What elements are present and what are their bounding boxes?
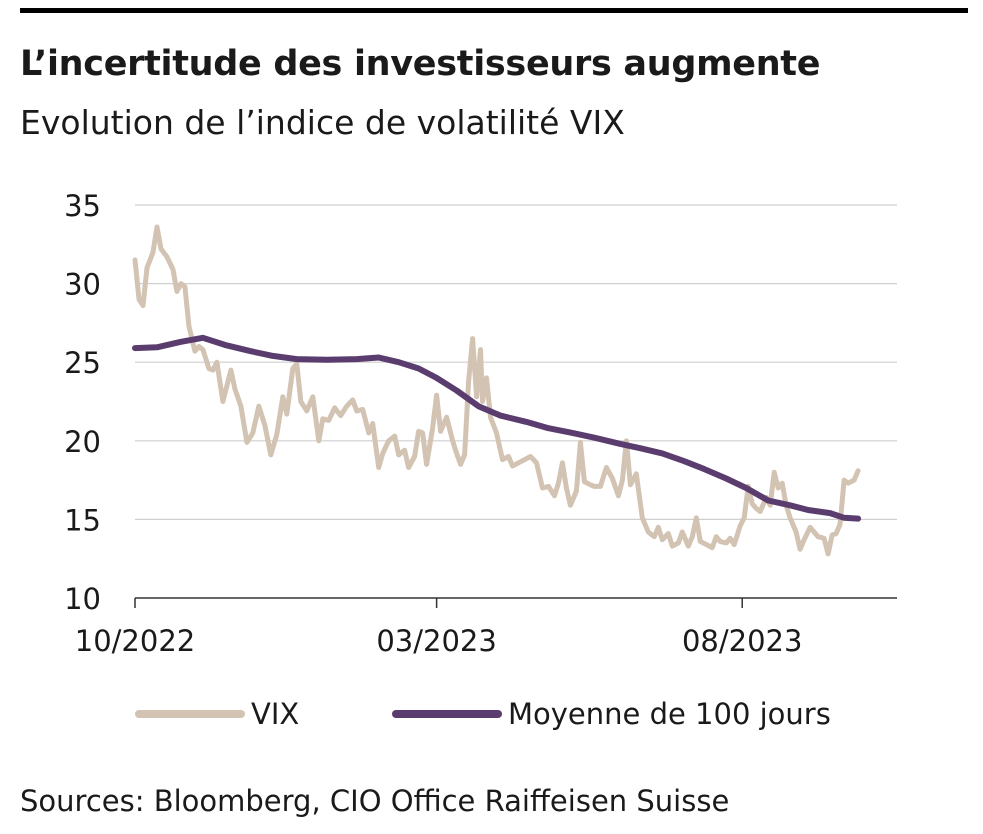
x-tick-label-1: 03/2023 [376, 624, 496, 658]
y-tick-label-10: 10 [64, 582, 101, 616]
y-tick-label-25: 25 [64, 346, 101, 380]
x-tick-label-2: 08/2023 [682, 624, 802, 658]
y-tick-label-20: 20 [64, 425, 101, 459]
top-rule [20, 8, 968, 13]
legend-swatch-vix [135, 710, 245, 718]
chart-title: L’incertitude des investisseurs augmente [20, 44, 821, 84]
series-lines [132, 224, 862, 557]
gridlines [135, 204, 897, 521]
x-tick-label-0: 10/2022 [75, 624, 195, 658]
y-tick-label-35: 35 [64, 189, 101, 223]
legend-item-moving-average: Moyenne de 100 jours [392, 697, 831, 731]
y-axis-tick-labels: 10 15 20 25 30 35 [64, 189, 101, 616]
source-note: Sources: Bloomberg, CIO Office Raiffeise… [20, 784, 730, 818]
legend-label-vix: VIX [251, 697, 300, 731]
legend-swatch-moving-average [392, 710, 502, 718]
chart-subtitle: Evolution de l’indice de volatilité VIX [20, 103, 625, 142]
vix-line [132, 224, 861, 557]
y-tick-label-30: 30 [64, 268, 101, 302]
legend-item-vix: VIX [135, 697, 299, 731]
legend-label-moving-average: Moyenne de 100 jours [508, 697, 831, 731]
y-tick-label-15: 15 [64, 503, 101, 537]
x-axis: 10/2022 03/2023 08/2023 [75, 597, 897, 658]
moving-average-line [132, 334, 862, 522]
